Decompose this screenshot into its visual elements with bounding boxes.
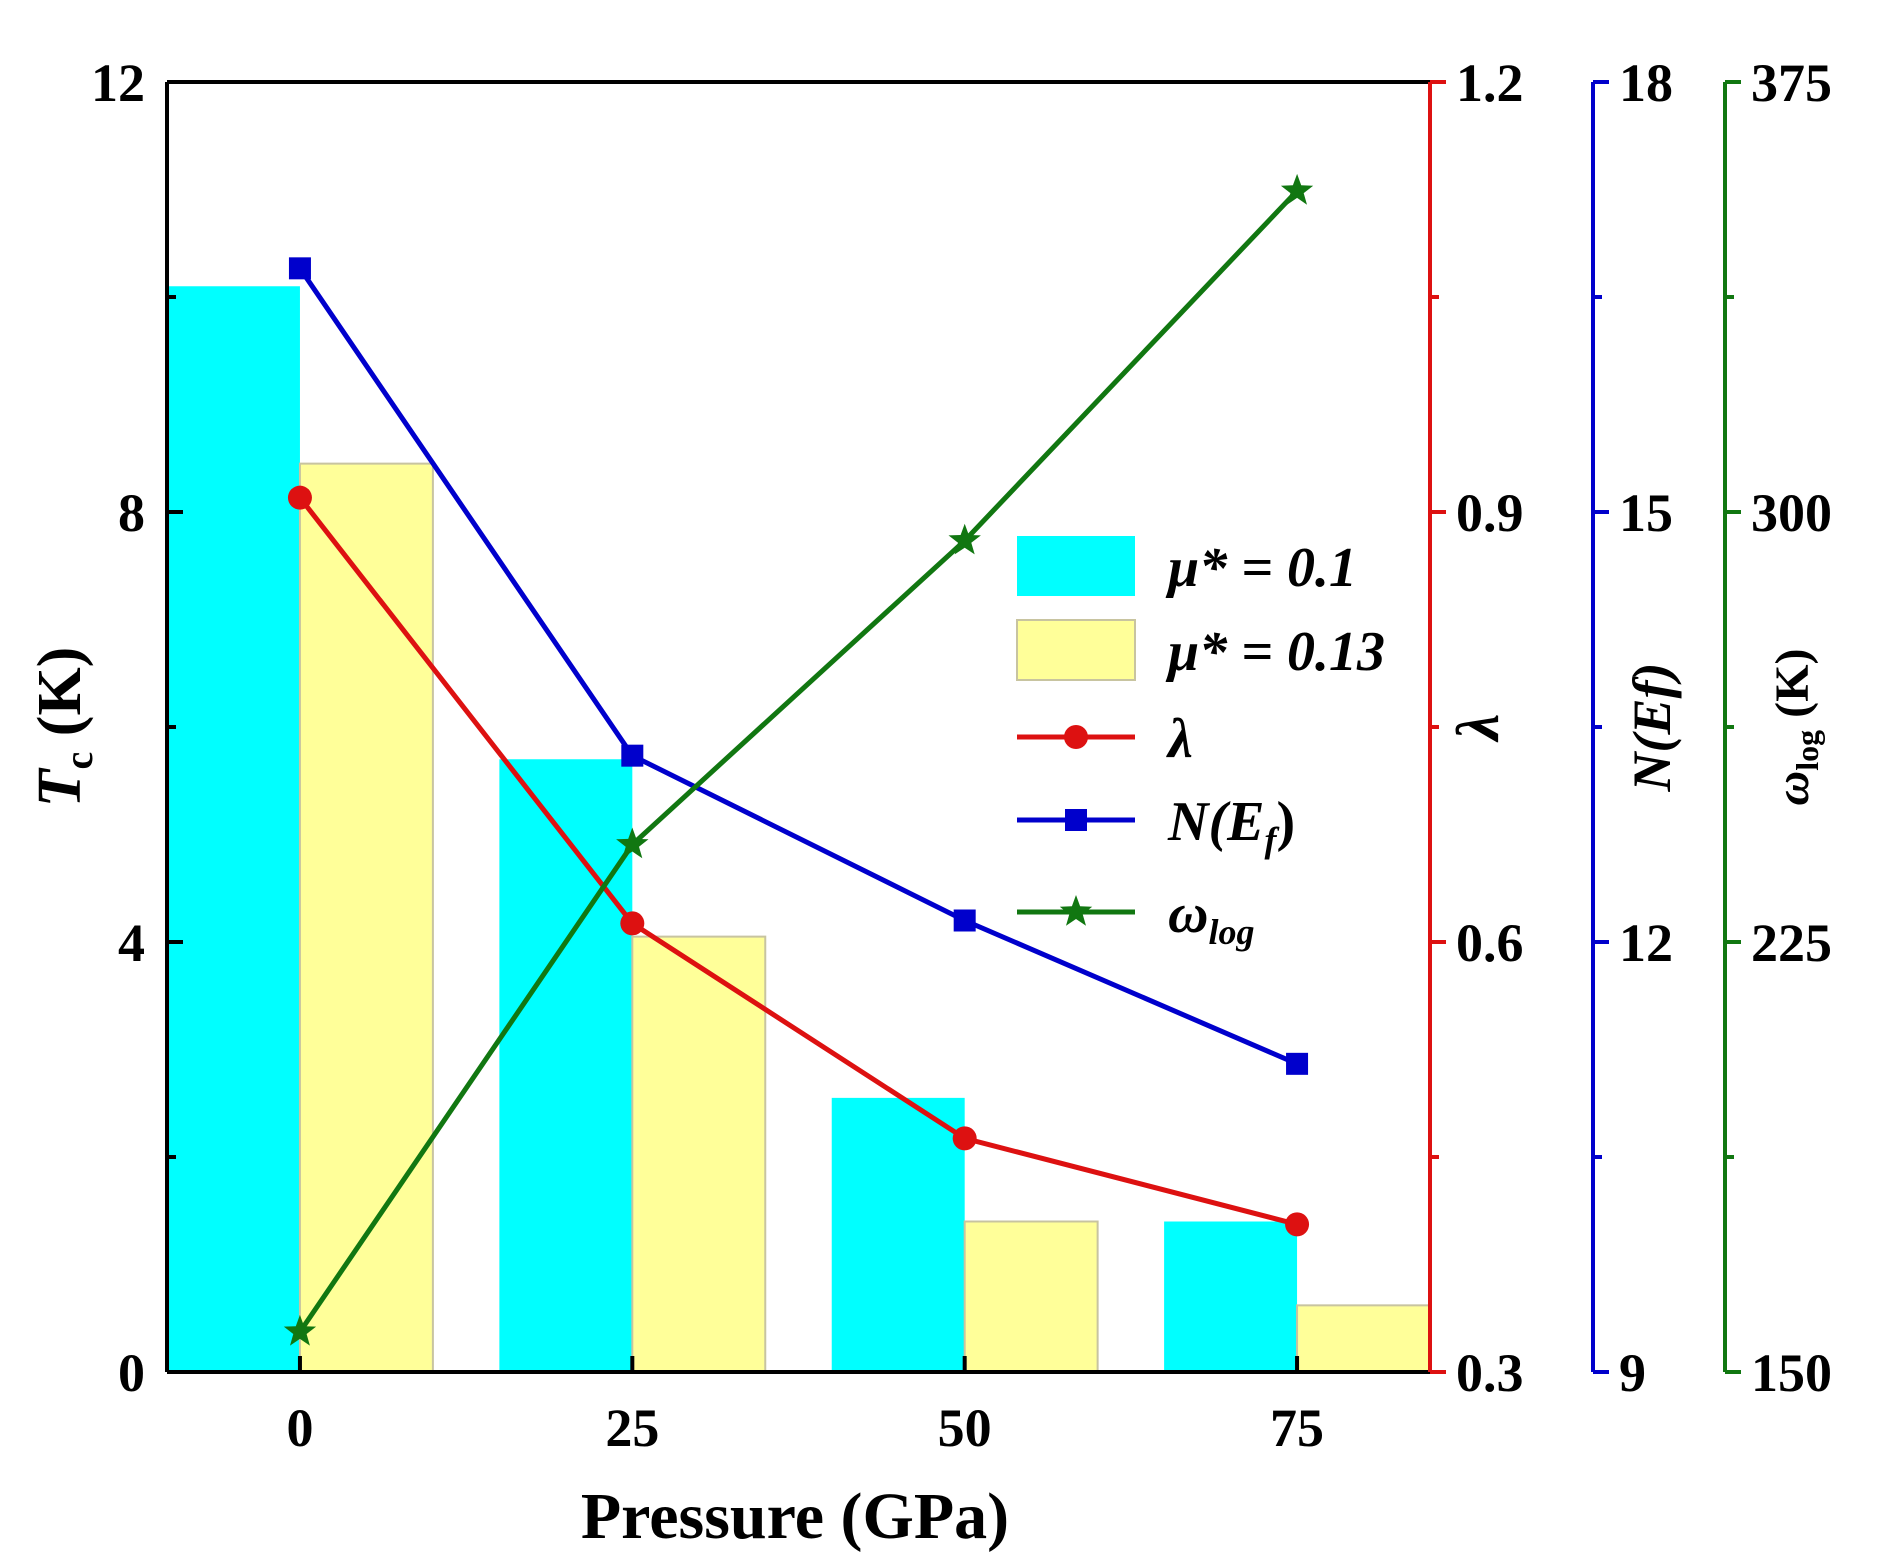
lambda-tick-label-0.6: 0.6: [1456, 913, 1524, 973]
legend-label-mu01: μ* = 0.1: [1165, 537, 1357, 599]
legend-label-lambda: λ: [1166, 708, 1193, 770]
wlog-axis-label-main: ω: [1766, 771, 1819, 806]
x-tick-label-25: 25: [605, 1398, 659, 1458]
bar-mu013-50: [963, 1220, 1099, 1373]
legend-label-main-wlog: ω: [1168, 883, 1209, 945]
wlog-point-0: [283, 1314, 317, 1346]
lambda-point-25: [620, 911, 645, 936]
wlog-tick-label-300: 300: [1751, 483, 1832, 543]
wlog-point-25: [616, 827, 649, 859]
lambda-line: [297, 496, 1298, 1227]
nef-axis-label: N(Ef): [1622, 663, 1682, 793]
wlog-tick-label-225: 225: [1751, 913, 1832, 973]
legend-marker-lambda: [1064, 725, 1088, 749]
nef-line: [297, 266, 1299, 1067]
tc-axis-label: Tc (K): [26, 647, 101, 808]
legend-label-main-mu013: μ* = 0.13: [1165, 621, 1385, 683]
legend-label-nef: N(Ef): [1167, 791, 1295, 860]
nef-tick-label-9: 9: [1619, 1343, 1646, 1403]
tc-tick-label-8: 8: [118, 483, 145, 543]
bar-mu013-25: [631, 935, 767, 1373]
nef-point-25: [621, 744, 644, 767]
x-tick-label-50: 50: [938, 1398, 992, 1458]
bar-mu013-75: [1296, 1304, 1431, 1373]
bars-layer: [167, 286, 1431, 1373]
nef-tick-label-12: 12: [1619, 913, 1673, 973]
nef-tick-label-18: 18: [1619, 53, 1673, 113]
legend-label-mu013: μ* = 0.13: [1165, 621, 1385, 683]
lambda-tick-label-0.3: 0.3: [1456, 1343, 1524, 1403]
x-tick-label-75: 75: [1270, 1398, 1324, 1458]
bar-mu01-50: [831, 1097, 965, 1372]
tc-tick-label-0: 0: [118, 1343, 145, 1403]
legend: μ* = 0.1 μ* = 0.13 λ N(Ef) ωlog: [1016, 536, 1385, 952]
x-axis-label: Pressure (GPa): [581, 1480, 1009, 1553]
wlog-point-75: [1280, 173, 1314, 205]
x-tick-label-0: 0: [286, 1398, 313, 1458]
wlog-tick-label-375: 375: [1751, 53, 1832, 113]
lambda-axis-label: λ: [1445, 714, 1511, 744]
legend-marker-nef: [1065, 809, 1087, 831]
wlog-point-50: [948, 523, 981, 555]
lambda-point-50: [952, 1126, 977, 1151]
legend-label-main-mu01: μ* = 0.1: [1165, 537, 1357, 599]
lambda-point-0: [287, 485, 312, 510]
tc-axis-label-main: T: [26, 767, 94, 807]
legend-swatch-mu013: [1016, 619, 1136, 681]
nef-tick-label-15: 15: [1619, 483, 1673, 543]
lambda-point-75: [1285, 1212, 1310, 1237]
tc-tick-label-4: 4: [118, 913, 145, 973]
nef-point-75: [1286, 1052, 1309, 1075]
bar-mu01-75: [1164, 1221, 1298, 1372]
legend-marker-wlog: [1059, 895, 1093, 926]
lambda-tick-label-0.9: 0.9: [1456, 483, 1524, 543]
wlog-axis-label-tail: (K): [1766, 649, 1819, 730]
wlog-tick-label-150: 150: [1751, 1343, 1832, 1403]
tc-axis-label-sub: c: [56, 752, 101, 770]
legend-label-main-lambda: λ: [1166, 708, 1193, 770]
axes-layer: 0 25 50 75 0 4 8 12 Tc (K) 0.3 0.6 0.9 1.2 9 12 15 18 150…: [26, 53, 1832, 1458]
legend-label-sub-nef: f: [1264, 820, 1279, 860]
legend-label-sub-wlog: log: [1209, 912, 1255, 952]
tc-axis-label-tail: (K): [26, 647, 94, 752]
legend-label-wlog: ωlog: [1168, 883, 1255, 952]
nef-point-50: [953, 909, 976, 932]
lines-layer: [283, 173, 1314, 1346]
wlog-line: [297, 189, 1299, 1334]
tc-tick-label-12: 12: [91, 53, 145, 113]
lambda-tick-label-1.2: 1.2: [1456, 53, 1524, 113]
legend-label-tail-nef: ): [1276, 791, 1295, 853]
legend-label-main-nef: N(E: [1167, 791, 1264, 853]
legend-swatch-mu01: [1017, 536, 1135, 596]
wlog-axis-label: ωlog (K): [1766, 649, 1825, 806]
nef-point-0: [288, 257, 311, 280]
bar-mu01-0: [167, 286, 300, 1372]
bar-mu013-0: [298, 462, 434, 1373]
wlog-axis-label-sub: log: [1789, 730, 1825, 771]
bar-mu01-25: [499, 759, 633, 1372]
